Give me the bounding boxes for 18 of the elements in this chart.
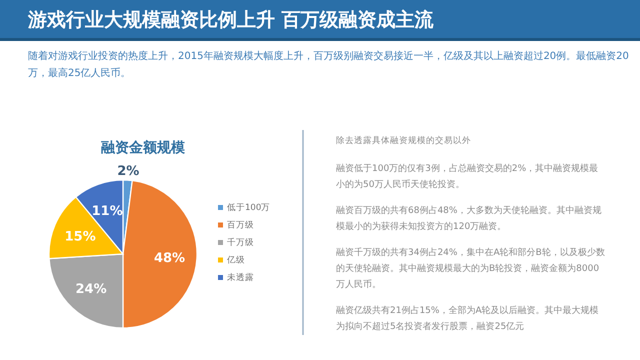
text: 融资亿级共有21例占15%，全部为A轮及以后融资。其中最大规模为拟向不超过5名投资者发行股票，融资25亿元 — [336, 304, 600, 334]
data-label: 15% — [64, 229, 96, 244]
text: 融资低于100万的仅有3例，占总融资交易的2%，其中融资规模最小的为50万人民币天使轮投资。 — [336, 162, 600, 192]
chart-heading: 融资金额规模 — [101, 140, 185, 156]
legend-label: 百万级 — [227, 220, 254, 230]
text: 随着对游戏行业投资的热度上升，2015年融资规模大幅度上升，百万级别融资交易接近一半，亿级及其以上融资超过20例。最低融资20万，最高25亿人民币。 — [28, 50, 630, 81]
legend-label: 低于100万 — [227, 202, 270, 213]
text: 除去透露具体融资规模的交易以外 — [336, 134, 472, 148]
text: 融资千万级的共有34例占24%，集中在A轮和部分B轮，以及极少数的天使轮融资。其中融资规模最大的为B轮投资，融资金额为8000万人民币。 — [336, 246, 606, 292]
data-label: 24% — [76, 282, 107, 297]
chart-title: 游戏行业大规模融资比例上升 百万级融资成主流 — [28, 8, 434, 33]
legend-label: 未透露 — [227, 272, 254, 283]
legend-label: 亿级 — [226, 254, 245, 266]
data-label: 2% — [117, 164, 140, 180]
data-label: 48% — [154, 250, 186, 266]
data-label: 11% — [92, 204, 123, 220]
text: 融资百万级的共有68例占48%，大多数为天使轮融资。其中融资规模最小的为获得未知投资方的120万融资。 — [336, 204, 602, 234]
legend-label: 千万级 — [227, 237, 254, 248]
